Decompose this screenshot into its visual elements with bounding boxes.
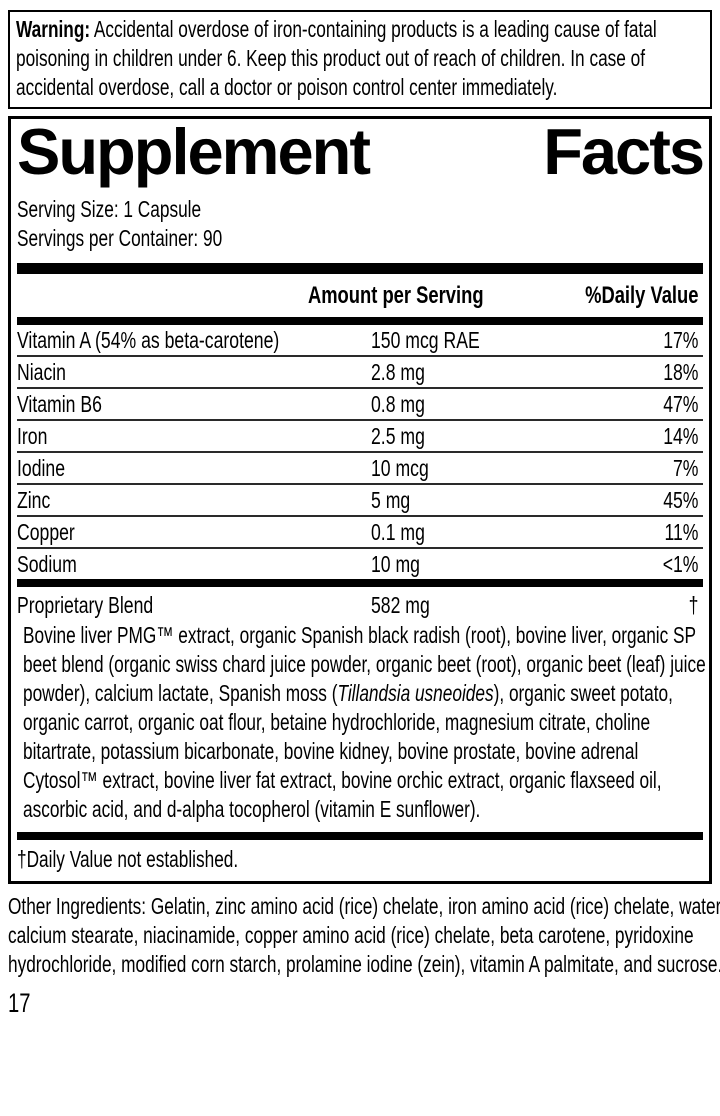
nutrient-daily-value: 14% bbox=[663, 423, 699, 449]
table-row: Copper 0.1 mg 11% bbox=[17, 517, 703, 549]
nutrient-amount: 2.5 mg bbox=[371, 423, 425, 449]
nutrient-name: Sodium bbox=[17, 551, 77, 577]
nutrient-daily-value: 11% bbox=[664, 519, 699, 545]
nutrient-amount: 0.8 mg bbox=[371, 391, 425, 417]
supplement-facts-title: Supplement Facts bbox=[17, 115, 705, 188]
warning-text: Accidental overdose of iron-containing p… bbox=[16, 16, 657, 100]
nutrient-daily-value: 7% bbox=[673, 455, 699, 481]
supplement-facts-panel: Supplement Facts Serving Size: 1 Capsule… bbox=[8, 116, 712, 884]
table-row: Sodium 10 mg <1% bbox=[17, 549, 703, 579]
warning-label: Warning: bbox=[16, 16, 91, 42]
column-header-daily-value: %Daily Value bbox=[585, 282, 699, 309]
nutrient-amount: 2.8 mg bbox=[371, 359, 425, 385]
divider-bar-top bbox=[17, 263, 703, 274]
table-row: Niacin 2.8 mg 18% bbox=[17, 357, 703, 389]
table-row: Zinc 5 mg 45% bbox=[17, 485, 703, 517]
serving-info: Serving Size: 1 Capsule Servings per Con… bbox=[17, 195, 703, 253]
warning-paragraph: Warning: Accidental overdose of iron-cont… bbox=[16, 15, 702, 102]
nutrient-name: Niacin bbox=[17, 359, 66, 385]
proprietary-blend-name: Proprietary Blend bbox=[17, 592, 154, 618]
nutrient-name: Iodine bbox=[17, 455, 66, 481]
serving-size: Serving Size: 1 Capsule bbox=[17, 196, 202, 222]
nutrient-amount: 0.1 mg bbox=[371, 519, 425, 545]
table-row: Iron 2.5 mg 14% bbox=[17, 421, 703, 453]
table-row: Vitamin A (54% as beta-carotene) 150 mcg… bbox=[17, 325, 703, 357]
table-header-row: Amount per Serving %Daily Value bbox=[17, 274, 703, 317]
title-word-facts: Facts bbox=[543, 115, 705, 188]
nutrient-amount: 5 mg bbox=[371, 487, 411, 513]
daily-value-footnote: †Daily Value not established. bbox=[17, 846, 239, 872]
blend-text-2: ), organic sweet potato, organic carrot,… bbox=[23, 680, 673, 822]
nutrient-name: Copper bbox=[17, 519, 75, 545]
nutrient-rows: Vitamin A (54% as beta-carotene) 150 mcg… bbox=[17, 325, 703, 579]
page-number: 17 bbox=[8, 988, 31, 1018]
proprietary-blend-amount: 582 mg bbox=[371, 592, 430, 618]
nutrient-name: Vitamin A (54% as beta-carotene) bbox=[17, 327, 280, 353]
table-row: Vitamin B6 0.8 mg 47% bbox=[17, 389, 703, 421]
proprietary-blend-description: Bovine liver PMG™ extract, organic Spani… bbox=[17, 621, 709, 824]
table-row: Iodine 10 mcg 7% bbox=[17, 453, 703, 485]
nutrient-daily-value: 45% bbox=[663, 487, 699, 513]
proprietary-blend-row: Proprietary Blend 582 mg † bbox=[17, 589, 703, 621]
nutrient-amount: 10 mg bbox=[371, 551, 420, 577]
divider-bar-blend bbox=[17, 579, 703, 587]
blend-latin-name: Tillandsia usneoides bbox=[337, 680, 494, 706]
nutrient-name: Iron bbox=[17, 423, 48, 449]
nutrient-amount: 10 mcg bbox=[371, 455, 429, 481]
nutrient-name: Zinc bbox=[17, 487, 51, 513]
label-page: Warning: Accidental overdose of iron-cont… bbox=[0, 10, 720, 1018]
servings-per-container: Servings per Container: 90 bbox=[17, 225, 223, 251]
nutrient-daily-value: 47% bbox=[663, 391, 699, 417]
other-ingredients: Other Ingredients: Gelatin, zinc amino a… bbox=[8, 893, 720, 977]
column-header-amount: Amount per Serving bbox=[307, 282, 484, 309]
nutrient-daily-value: <1% bbox=[662, 551, 699, 577]
warning-box: Warning: Accidental overdose of iron-cont… bbox=[8, 10, 712, 109]
blend-text-1: Bovine liver PMG™ extract, organic Spani… bbox=[23, 622, 706, 706]
title-word-supplement: Supplement bbox=[17, 115, 371, 188]
proprietary-blend-dagger: † bbox=[688, 592, 699, 618]
divider-bar-footnote bbox=[17, 832, 703, 840]
nutrient-daily-value: 17% bbox=[663, 327, 699, 353]
nutrient-amount: 150 mcg RAE bbox=[371, 327, 480, 353]
divider-bar-header bbox=[17, 317, 703, 325]
nutrient-daily-value: 18% bbox=[663, 359, 699, 385]
nutrient-name: Vitamin B6 bbox=[17, 391, 102, 417]
